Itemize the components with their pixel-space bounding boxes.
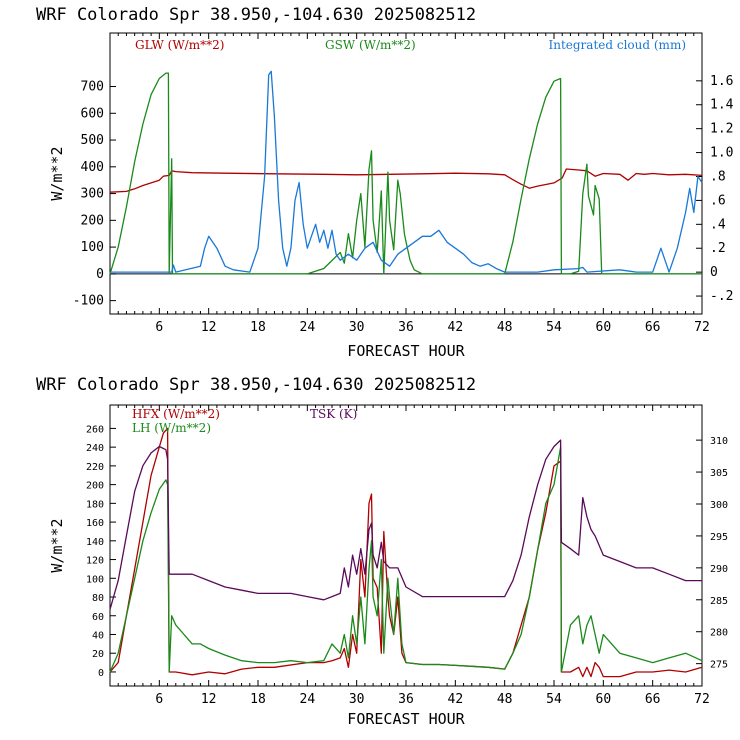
y2-tick-label: 0 [710,265,718,280]
x-tick-label: 30 [349,320,365,335]
x-tick-label: 6 [155,320,163,335]
y2-tick-label: 310 [710,436,728,447]
y-tick-label: 40 [92,630,104,641]
chart-panel-1: WRF Colorado Spr 38.950,-104.630 2025082… [36,5,734,360]
chart-panel-2: WRF Colorado Spr 38.950,-104.630 2025082… [36,375,728,728]
x-tick-label: 30 [349,692,365,707]
y-tick-label: 400 [81,160,104,175]
x-tick-label: 54 [546,692,562,707]
y-tick-label: 240 [86,443,104,454]
legend-entry-2: GSW (W/m**2) [325,38,416,52]
y2-tick-label: 1.2 [710,122,733,137]
y-tick-label: 180 [86,499,104,510]
y2-tick-label: -.2 [710,289,733,304]
y2-tick-label: .4 [710,217,726,232]
x-axis-label: FORECAST HOUR [347,710,465,728]
y-tick-label: 600 [81,106,104,121]
x-tick-label: 42 [448,692,464,707]
x-tick-label: 12 [201,692,217,707]
x-tick-label: 72 [694,320,710,335]
y-tick-label: 20 [92,649,104,660]
x-tick-label: 48 [497,320,513,335]
y-tick-label: 700 [81,80,104,95]
y2-tick-label: .6 [710,193,726,208]
y-tick-label: 500 [81,133,104,148]
x-tick-label: 48 [497,692,513,707]
y-tick-label: 300 [81,187,104,202]
y-tick-label: 80 [92,593,104,604]
x-tick-label: 6 [155,692,163,707]
chart-title: WRF Colorado Spr 38.950,-104.630 2025082… [36,5,476,25]
y2-tick-label: 290 [710,564,728,575]
x-tick-label: 60 [596,692,612,707]
y-tick-label: 100 [86,574,104,585]
y-tick-label: 200 [81,213,104,228]
y-tick-label: 260 [86,424,104,435]
y2-tick-label: .2 [710,241,726,256]
y2-tick-label: 1.4 [710,98,734,113]
series-line-3 [110,70,703,273]
x-axis-label: FORECAST HOUR [347,342,465,360]
legend-entry-1: GLW (W/m**2) [135,38,224,52]
series-line-3 [109,439,702,610]
y-tick-label: 0 [96,267,104,282]
x-tick-label: 36 [398,320,414,335]
x-tick-label: 42 [448,320,464,335]
y-tick-label: 220 [86,462,104,473]
y2-tick-label: .8 [710,169,726,184]
x-tick-label: 24 [300,692,316,707]
x-tick-label: 72 [694,692,710,707]
y2-tick-label: 285 [710,596,728,607]
legend-entry-3: Integrated cloud (mm) [548,38,686,52]
x-tick-label: 54 [546,320,562,335]
y-tick-label: 200 [86,481,104,492]
y2-tick-label: 1.6 [710,74,733,89]
y2-tick-label: 280 [710,628,728,639]
y-tick-label: 0 [98,668,104,679]
x-tick-label: 66 [645,692,661,707]
x-tick-label: 36 [398,692,414,707]
y-tick-label: 160 [86,518,104,529]
legend-entry-1: HFX (W/m**2) [132,407,220,421]
x-tick-label: 24 [300,320,316,335]
series-line-1 [109,427,703,678]
y2-tick-label: 1.0 [710,146,733,161]
series-line-2 [109,72,702,275]
y2-tick-label: 300 [710,500,728,511]
y-tick-label: 100 [81,240,104,255]
y-axis-label: W/m**2 [48,518,66,572]
x-tick-label: 66 [645,320,661,335]
y2-tick-label: 305 [710,468,728,479]
x-tick-label: 18 [250,692,266,707]
y2-tick-label: 275 [710,660,728,671]
x-tick-label: 60 [596,320,612,335]
series-line-1 [109,168,703,193]
x-tick-label: 12 [201,320,217,335]
legend-entry-3: TSK (K) [310,407,357,421]
series-line-2 [109,446,703,673]
y-tick-label: -100 [73,294,104,309]
y-tick-label: 60 [92,612,104,623]
y2-tick-label: 295 [710,532,728,543]
chart-title: WRF Colorado Spr 38.950,-104.630 2025082… [36,375,476,395]
legend-entry-2: LH (W/m**2) [132,421,211,435]
x-tick-label: 18 [250,320,266,335]
y-axis-label: W/m**2 [48,146,66,200]
y-tick-label: 140 [86,537,104,548]
y-tick-label: 120 [86,556,104,567]
